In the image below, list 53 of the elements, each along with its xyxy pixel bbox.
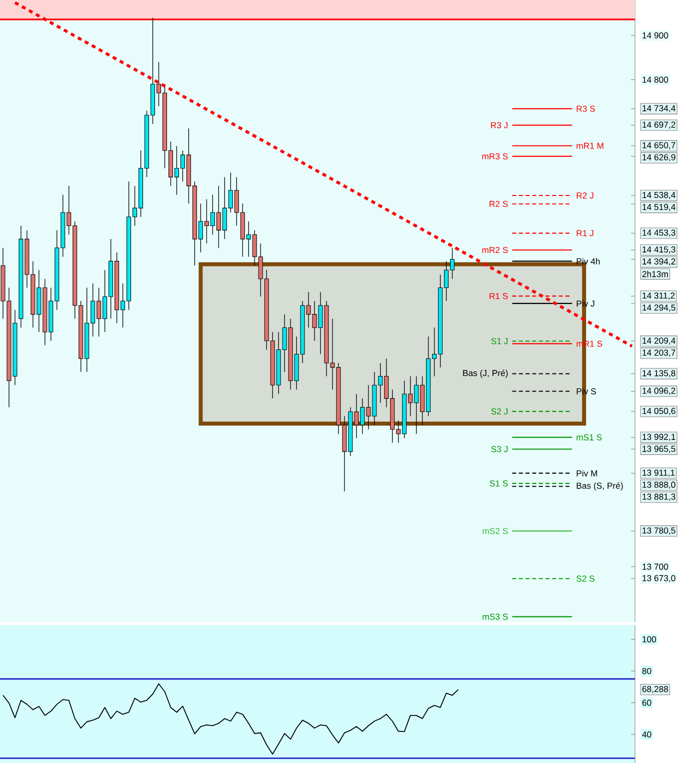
y-tick-label: 14 135,8 — [642, 370, 676, 378]
ref-line-label: R3 J — [491, 122, 508, 128]
ref-line-label: S2 S — [576, 576, 594, 582]
y-tick-label: 80 — [642, 668, 652, 674]
ref-line-label: Bas (J, Pré) — [463, 370, 508, 378]
y-tick-label: 14 650,7 — [642, 142, 676, 150]
y-tick-label: 14 697,2 — [642, 122, 676, 129]
ref-line-label: R2 S — [490, 200, 508, 207]
y-tick-label: 14 900 — [642, 32, 668, 38]
y-tick-label: 14 394,2 — [642, 258, 676, 266]
y-tick-label: 14 626,9 — [642, 154, 676, 162]
y-tick-label: 14 415,3 — [642, 246, 676, 254]
ref-line-label: R3 S — [576, 106, 595, 112]
y-tick-label: 14 800 — [642, 76, 668, 83]
y-tick-label: 40 — [642, 731, 652, 738]
ref-line-label: S1 S — [490, 480, 508, 486]
y-tick-label: 13 673,0 — [642, 575, 676, 582]
y-tick-label: 14 311,2 — [642, 292, 675, 300]
y-tick-label: 13 992,1 — [642, 434, 676, 441]
ref-line-label: S1 J — [491, 338, 508, 344]
ref-line-label: R1 J — [576, 230, 594, 236]
text: 68,288 — [642, 686, 668, 694]
y-tick-label: 14 538,4 — [642, 192, 676, 200]
line-series — [2, 683, 459, 755]
y-tick-label: 14 294,5 — [642, 304, 676, 312]
text: 13 881,3 — [642, 494, 676, 501]
y-tick-label: 60 — [642, 700, 652, 706]
y-tick-label: 14 096,2 — [642, 388, 676, 395]
y-tick-label: 14 519,4 — [642, 204, 676, 212]
ref-line-label: mR3 S — [482, 153, 508, 160]
y-tick-label: 13 700 — [642, 564, 668, 570]
ref-line-label: R1 S — [490, 293, 508, 300]
ref-line-label: S3 J — [491, 446, 508, 452]
ref-line-label: Bas (S, Pré) — [576, 482, 623, 490]
text: 13 888,0 — [642, 482, 676, 489]
y-tick-label: 14 734,4 — [642, 105, 676, 112]
ref-line-label: S2 J — [491, 408, 508, 415]
y-tick-label: 14 209,4 — [642, 338, 676, 345]
ref-line-label: mR2 S — [482, 246, 508, 254]
y-tick-label: 13 965,5 — [642, 446, 676, 453]
text: 2h13m — [642, 270, 668, 278]
text: 14 203,7 — [642, 350, 676, 357]
y-tick-label: 13 780,5 — [642, 527, 676, 535]
y-tick-label: 14 453,3 — [642, 230, 676, 237]
y-tick-label: 13 911,1 — [642, 470, 675, 477]
ref-line-label: mS3 S — [482, 614, 508, 620]
y-tick-label: 14 050,6 — [642, 408, 676, 416]
y-tick-label: 100 — [642, 636, 656, 642]
ref-line-label: mS1 S — [576, 434, 602, 440]
ref-line-label: mR1 M — [576, 142, 604, 149]
ref-line-label: R2 J — [576, 192, 594, 199]
ref-line-label: Piv M — [576, 470, 598, 476]
ref-line-label: mS2 S — [482, 528, 508, 534]
